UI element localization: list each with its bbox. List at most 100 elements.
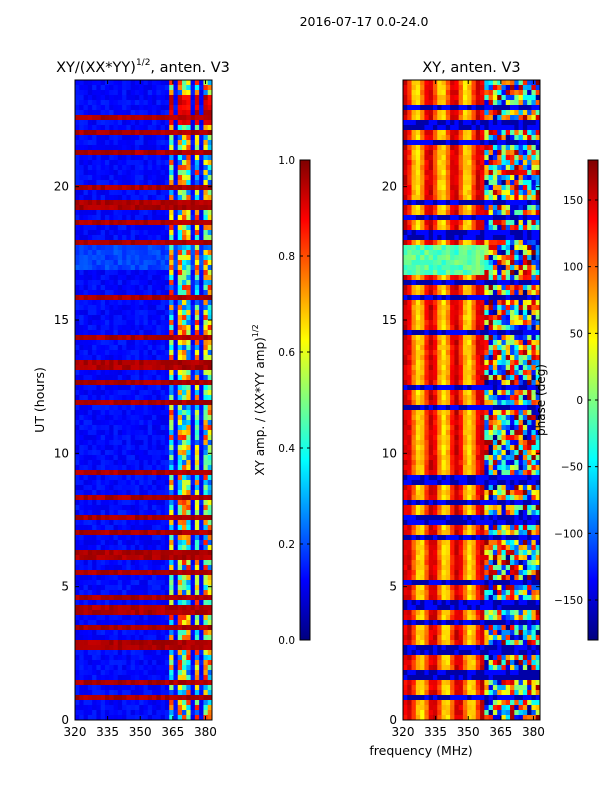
amp-heatmap-cell: [75, 395, 80, 401]
amp-heatmap-cell: [190, 485, 196, 491]
amp-heatmap-cell: [156, 620, 162, 626]
amp-heatmap-cell: [194, 505, 200, 511]
amp-heatmap-cell: [143, 205, 149, 211]
phase-heatmap-cell: [505, 85, 511, 91]
amp-heatmap-cell: [177, 615, 183, 621]
amp-heatmap-cell: [160, 655, 166, 661]
amp-heatmap-cell: [122, 260, 127, 266]
phase-heatmap-cell: [518, 195, 524, 201]
amp-heatmap-cell: [100, 650, 106, 656]
amp-heatmap-cell: [75, 120, 80, 126]
amp-heatmap-cell: [203, 110, 209, 116]
amp-heatmap-cell: [160, 485, 166, 491]
amp-heatmap-cell: [173, 220, 179, 226]
phase-heatmap-cell: [505, 95, 511, 101]
amp-heatmap-cell: [130, 675, 136, 681]
amp-heatmap-cell: [126, 100, 132, 106]
amp-heatmap-cell: [207, 480, 212, 486]
amp-heatmap-cell: [160, 580, 166, 586]
amp-heatmap-cell: [87, 170, 93, 176]
amp-heatmap-cell: [190, 190, 196, 196]
amp-heatmap-cell: [134, 250, 140, 256]
amp-heatmap-cell: [113, 405, 119, 411]
amp-heatmap-cell: [75, 240, 80, 246]
amp-heatmap-cell: [147, 330, 153, 336]
amp-heatmap-cell: [117, 320, 123, 326]
amp-heatmap-cell: [203, 255, 209, 261]
amp-heatmap-cell: [75, 635, 80, 641]
amp-heatmap-cell: [194, 645, 200, 651]
phase-heatmap-cell: [518, 185, 524, 191]
amp-heatmap-cell: [113, 300, 119, 306]
phase-heatmap-cell: [514, 155, 519, 161]
amp-heatmap-cell: [186, 715, 191, 720]
phase-heatmap-cell: [467, 200, 472, 206]
amp-heatmap-cell: [169, 100, 174, 106]
amp-heatmap-cell: [100, 365, 106, 371]
amp-heatmap-cell: [122, 625, 127, 631]
phase-heatmap-cell: [437, 190, 442, 196]
phase-heatmap-cell: [415, 90, 421, 96]
amp-heatmap-cell: [169, 455, 174, 461]
amp-heatmap-cell: [164, 320, 170, 326]
amp-heatmap-cell: [122, 80, 127, 86]
amp-heatmap-cell: [177, 610, 183, 616]
amp-heatmap-cell: [100, 240, 106, 246]
amp-heatmap-cell: [147, 485, 153, 491]
amp-heatmap-cell: [152, 315, 157, 321]
amp-heatmap-cell: [117, 370, 123, 376]
amp-heatmap-cell: [199, 380, 204, 386]
phase-heatmap-cell: [488, 135, 494, 141]
amp-heatmap-cell: [182, 420, 187, 426]
amp-heatmap-cell: [134, 560, 140, 566]
amp-heatmap-cell: [92, 130, 97, 136]
amp-heatmap-cell: [194, 390, 200, 396]
amp-heatmap-cell: [87, 505, 93, 511]
amp-heatmap-cell: [122, 195, 127, 201]
amp-heatmap-cell: [207, 405, 212, 411]
amp-heatmap-cell: [126, 165, 132, 171]
amp-heatmap-cell: [104, 175, 110, 181]
amp-heatmap-cell: [152, 345, 157, 351]
amp-colorbar-ramp: [299, 159, 311, 641]
amp-heatmap-cell: [96, 450, 102, 456]
phase-heatmap-cell: [407, 80, 412, 86]
amp-heatmap-cell: [186, 425, 191, 431]
amp-heatmap-cell: [156, 135, 162, 141]
amp-heatmap-cell: [186, 550, 191, 556]
amp-heatmap-cell: [182, 425, 187, 431]
amp-heatmap-cell: [147, 340, 153, 346]
phase-heatmap-cell: [492, 180, 498, 186]
phase-heatmap-cell: [522, 200, 528, 206]
phase-heatmap-cell: [518, 125, 524, 131]
amp-heatmap-cell: [117, 610, 123, 616]
amp-heatmap-cell: [207, 550, 212, 556]
amp-heatmap-cell: [130, 140, 136, 146]
amp-heatmap-cell: [207, 535, 212, 541]
amp-heatmap-cell: [190, 550, 196, 556]
amp-heatmap-cell: [134, 180, 140, 186]
amp-heatmap-cell: [130, 430, 136, 436]
amp-heatmap-cell: [147, 705, 153, 711]
phase-heatmap-cell: [424, 80, 430, 86]
amp-heatmap-cell: [177, 200, 183, 206]
amp-heatmap-cell: [75, 715, 80, 720]
phase-heatmap-cell: [518, 95, 524, 101]
amp-heatmap-cell: [207, 710, 212, 716]
amp-heatmap-cell: [117, 360, 123, 366]
amp-heatmap-cell: [147, 650, 153, 656]
amp-heatmap-cell: [109, 655, 114, 661]
amp-heatmap-cell: [160, 575, 166, 581]
amp-heatmap-cell: [177, 395, 183, 401]
amp-heatmap-cell: [160, 600, 166, 606]
amp-heatmap-cell: [139, 305, 144, 311]
amp-heatmap-cell: [109, 180, 114, 186]
amp-heatmap-cell: [160, 680, 166, 686]
phase-heatmap-cell: [441, 105, 447, 111]
amp-heatmap-cell: [109, 300, 114, 306]
amp-heatmap-cell: [143, 120, 149, 126]
amp-heatmap-cell: [194, 485, 200, 491]
amp-heatmap-cell: [152, 705, 157, 711]
amp-heatmap-cell: [152, 680, 157, 686]
amp-heatmap-cell: [143, 185, 149, 191]
